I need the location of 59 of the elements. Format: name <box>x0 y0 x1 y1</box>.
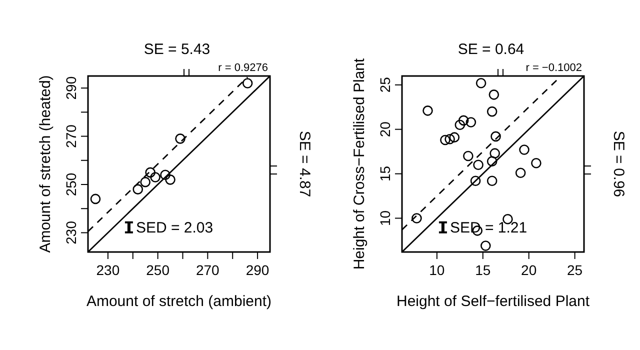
point <box>519 144 530 155</box>
x-tick-label: 25 <box>567 262 583 278</box>
point <box>466 117 476 128</box>
point <box>454 120 466 130</box>
x-tick-label: 230 <box>96 262 120 278</box>
point <box>444 134 455 144</box>
y-tick-label: 15 <box>377 166 393 182</box>
point <box>480 240 491 251</box>
annotation: SED = 1.21 <box>450 219 528 236</box>
point <box>470 176 481 186</box>
point <box>490 131 501 142</box>
x-tick-label: 10 <box>429 262 445 278</box>
point <box>422 106 433 116</box>
y-tick-label: 270 <box>63 124 79 148</box>
x-axis-title: Height of Self−fertilised Plant <box>396 293 590 310</box>
x2-axis-title: SE = 5.43 <box>144 41 210 58</box>
point <box>412 213 422 224</box>
y2-axis-title: SE = 4.87 <box>296 130 313 198</box>
point <box>463 150 474 162</box>
y-tick-label: 10 <box>377 210 393 226</box>
point <box>515 168 526 178</box>
point <box>175 134 186 144</box>
point <box>473 160 484 170</box>
point <box>150 172 160 182</box>
point <box>486 106 498 117</box>
point <box>486 156 498 166</box>
point <box>458 115 469 126</box>
point <box>440 134 450 146</box>
y-tick-label: 250 <box>63 172 79 196</box>
x-tick-label: 20 <box>521 262 537 278</box>
x-tick-label: 250 <box>146 262 170 278</box>
text: r = −0.1002 <box>526 62 582 74</box>
y-tick-label: 230 <box>63 220 79 244</box>
point <box>476 78 486 88</box>
y-tick-label: 25 <box>377 76 393 93</box>
x-tick-label: 290 <box>246 262 270 278</box>
point <box>488 90 500 100</box>
y-tick-label: 20 <box>377 121 393 138</box>
point <box>449 132 460 142</box>
y-tick-label: 290 <box>63 76 79 100</box>
x-tick-label: 270 <box>196 262 220 278</box>
y2-axis-title: SE = 0.96 <box>610 130 627 198</box>
point <box>531 158 542 168</box>
x-axis-title: Amount of stretch (ambient) <box>86 293 272 310</box>
annotation: SED = 2.03 <box>136 219 214 236</box>
x-tick-label: 15 <box>475 262 491 278</box>
point <box>160 170 170 180</box>
point <box>242 78 253 88</box>
point <box>486 176 498 186</box>
x2-axis-title: SE = 0.64 <box>458 41 524 58</box>
y-axis-title: Amount of stretch (heated) <box>37 75 54 253</box>
point <box>165 174 176 185</box>
text: r = 0.9276 <box>218 62 268 74</box>
point <box>145 167 156 178</box>
point <box>140 176 150 188</box>
y-axis-title: Height of Cross−Fertilised Plant <box>351 58 368 270</box>
point <box>132 184 144 194</box>
point <box>490 148 500 158</box>
point <box>90 194 101 204</box>
